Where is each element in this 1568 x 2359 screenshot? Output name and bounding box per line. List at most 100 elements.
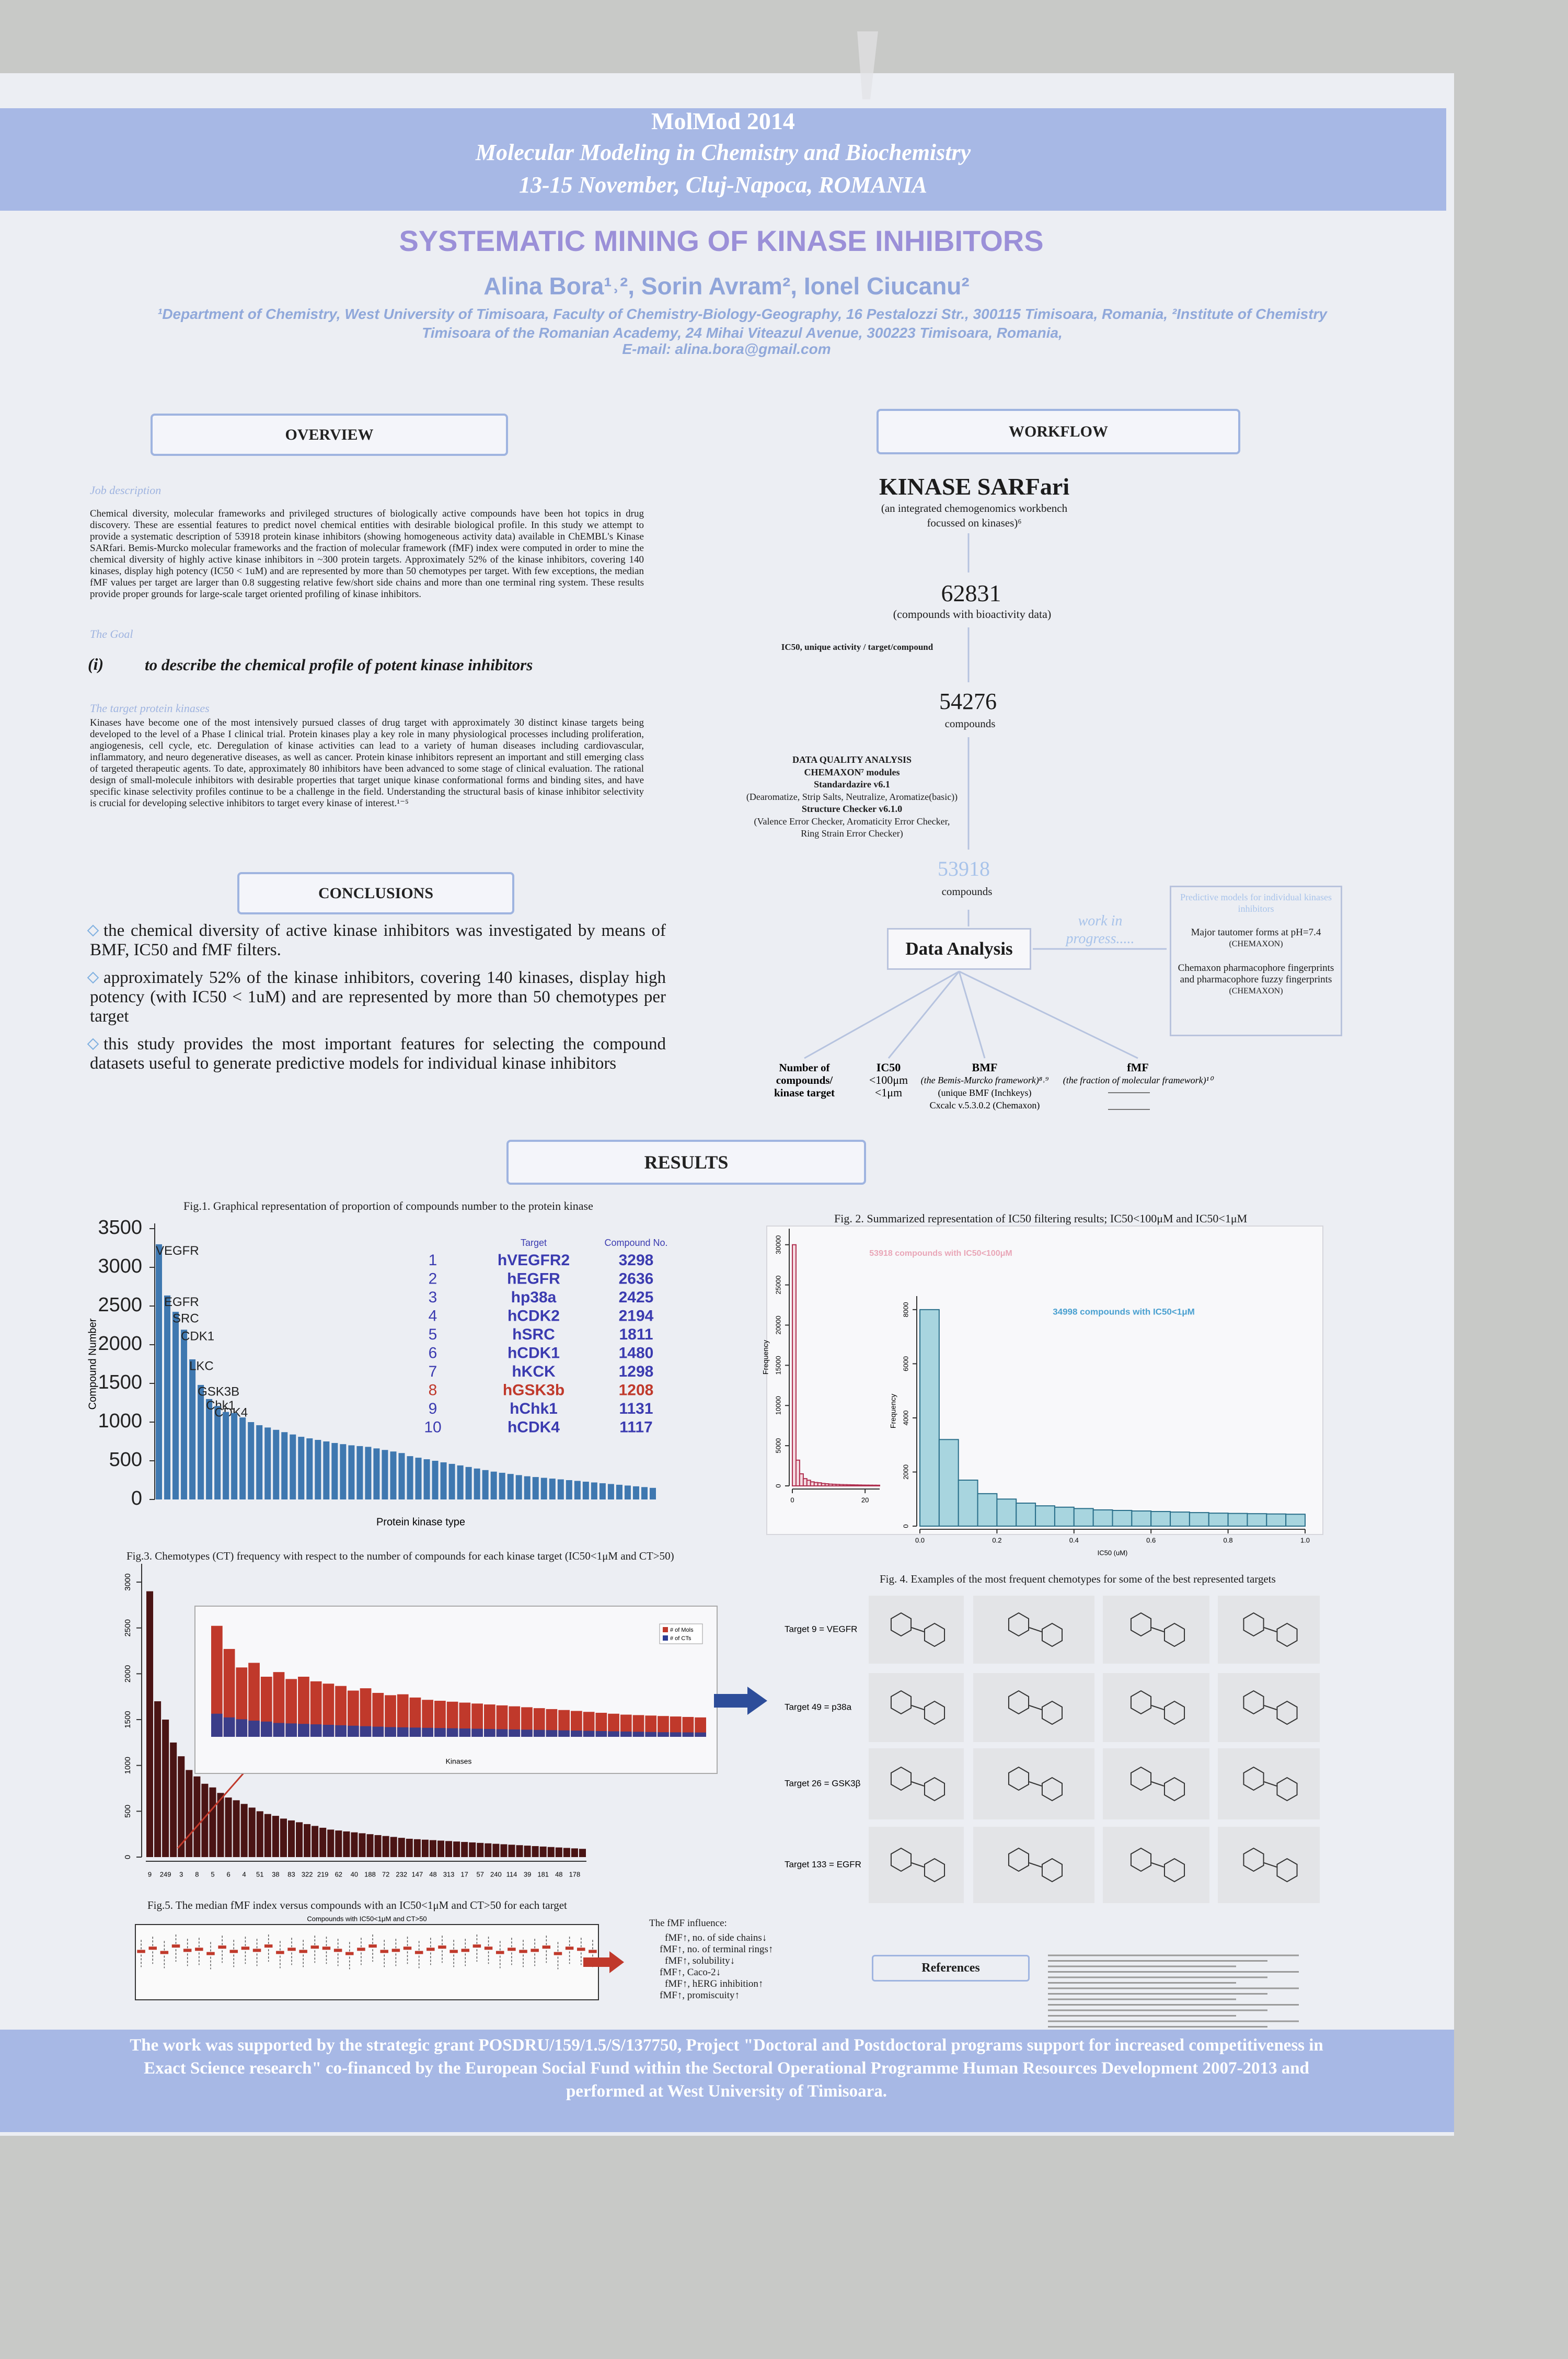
y-tick-label: 0	[131, 1487, 142, 1509]
bar	[365, 1447, 372, 1499]
ring	[1276, 1777, 1298, 1802]
footer: The work was supported by the strategic …	[130, 2036, 1323, 2101]
bar	[231, 1413, 238, 1499]
compound-count: 1131	[619, 1400, 653, 1417]
target: hCDK2	[508, 1307, 560, 1324]
bar	[256, 1425, 263, 1499]
ring	[1243, 1847, 1264, 1872]
inset-bar	[595, 1731, 607, 1737]
bar	[217, 1793, 224, 1857]
hist-bar	[958, 1480, 978, 1527]
y-tick-label: 2000	[902, 1464, 909, 1480]
x-tick-label: 4	[243, 1870, 246, 1878]
bar	[287, 1820, 295, 1857]
bar	[524, 1846, 531, 1857]
ring	[890, 1612, 912, 1637]
compound-count: 1811	[619, 1326, 653, 1343]
influence-item: fMF↑, Caco-2↓	[660, 1967, 721, 1978]
bar	[490, 1471, 497, 1499]
ring	[1008, 1690, 1030, 1715]
target: hVEGFR2	[498, 1252, 570, 1269]
rank: 4	[429, 1307, 437, 1324]
conclusion-text: this study provides the most important f…	[90, 1035, 666, 1073]
influence-item: fMF↑, promiscuity↑	[660, 1990, 740, 2001]
inset-bar	[298, 1677, 309, 1737]
bar	[499, 1472, 505, 1499]
compound-count: 2425	[619, 1289, 654, 1306]
hist-bar	[843, 1484, 848, 1487]
bar	[223, 1412, 229, 1499]
dq-line: Structure Checker v6.1.0	[801, 804, 903, 814]
hist-bar	[977, 1493, 998, 1527]
bar	[398, 1838, 405, 1857]
inset-bar	[385, 1695, 396, 1737]
influence-item: fMF↑, no. of terminal rings↑	[660, 1944, 774, 1955]
poster-title: SYSTEMATIC MINING OF KINASE INHIBITORS	[399, 224, 1044, 257]
hist-bar	[806, 1480, 811, 1487]
bond	[1151, 1705, 1165, 1710]
bar-label: SRC	[172, 1311, 199, 1325]
inset-bar	[459, 1702, 471, 1737]
bond	[1264, 1781, 1277, 1787]
arrow-blue	[714, 1687, 767, 1715]
goal-text: to describe the chemical profile of pote…	[145, 656, 533, 674]
hist-bar	[1227, 1513, 1248, 1527]
bar	[290, 1434, 296, 1499]
output-line: (the Bemis-Murcko framework)⁸˒⁹	[920, 1075, 1049, 1085]
bar	[398, 1453, 405, 1499]
y-tick-label: 10000	[774, 1396, 782, 1415]
legend-label: # of Mols	[670, 1627, 694, 1633]
bar	[248, 1807, 256, 1857]
inset-bar	[483, 1704, 495, 1737]
dq-line: DATA QUALITY ANALYSIS	[792, 754, 912, 765]
rank: 10	[424, 1418, 441, 1436]
output: BMF (the Bemis-Murcko framework)⁸˒⁹ (uniqu…	[921, 1061, 1049, 1112]
count-2-label: compounds	[944, 717, 996, 730]
inset-bar	[509, 1706, 521, 1737]
inset-bar	[620, 1714, 632, 1737]
bar	[413, 1839, 421, 1857]
y-tick-label: 500	[109, 1449, 142, 1471]
model-line: Predictive models for individual kinases…	[1180, 892, 1332, 914]
hist-bar	[813, 1482, 818, 1486]
bond	[1029, 1627, 1042, 1632]
bar	[343, 1831, 350, 1857]
hist-bar	[1189, 1512, 1209, 1527]
bar	[515, 1475, 522, 1499]
conclusions-heading: CONCLUSIONS	[237, 872, 514, 914]
bar	[162, 1720, 169, 1857]
x-tick-label: 48	[555, 1870, 562, 1878]
inset-bar	[533, 1730, 545, 1737]
bar	[557, 1479, 564, 1499]
bar	[508, 1845, 515, 1857]
row-label: Target 9 = VEGFR	[785, 1624, 857, 1634]
bar	[445, 1841, 453, 1857]
hist-bar	[919, 1309, 940, 1527]
count-3: 53918	[938, 857, 990, 880]
compound-count: 2194	[619, 1307, 654, 1324]
ring	[1276, 1700, 1298, 1725]
filter: IC50, unique activity / target/compound	[781, 642, 933, 652]
x-tick-label: 240	[490, 1870, 502, 1878]
bar	[465, 1467, 472, 1499]
x-tick-label: 181	[537, 1870, 549, 1878]
y-tick-label: 25000	[774, 1276, 782, 1295]
hist-bar	[1131, 1510, 1152, 1527]
ring	[1008, 1766, 1030, 1791]
count-1: 62831	[941, 580, 1001, 606]
target: hCDK1	[508, 1344, 560, 1361]
dq-line: (Valence Error Checker, Aromaticity Erro…	[754, 816, 950, 827]
hist-bar	[802, 1478, 808, 1487]
hist-bar	[795, 1459, 800, 1487]
inset-bar	[322, 1725, 335, 1737]
inset-bar	[595, 1713, 607, 1737]
bar	[549, 1479, 556, 1499]
hist-bar	[996, 1498, 1017, 1527]
x-tick-label: 48	[429, 1870, 436, 1878]
ring	[1243, 1766, 1264, 1791]
ring	[1163, 1622, 1185, 1647]
bond	[1264, 1862, 1277, 1868]
target: hp38a	[511, 1289, 557, 1306]
inset-bar	[483, 1728, 495, 1737]
inset-bar	[509, 1729, 521, 1737]
